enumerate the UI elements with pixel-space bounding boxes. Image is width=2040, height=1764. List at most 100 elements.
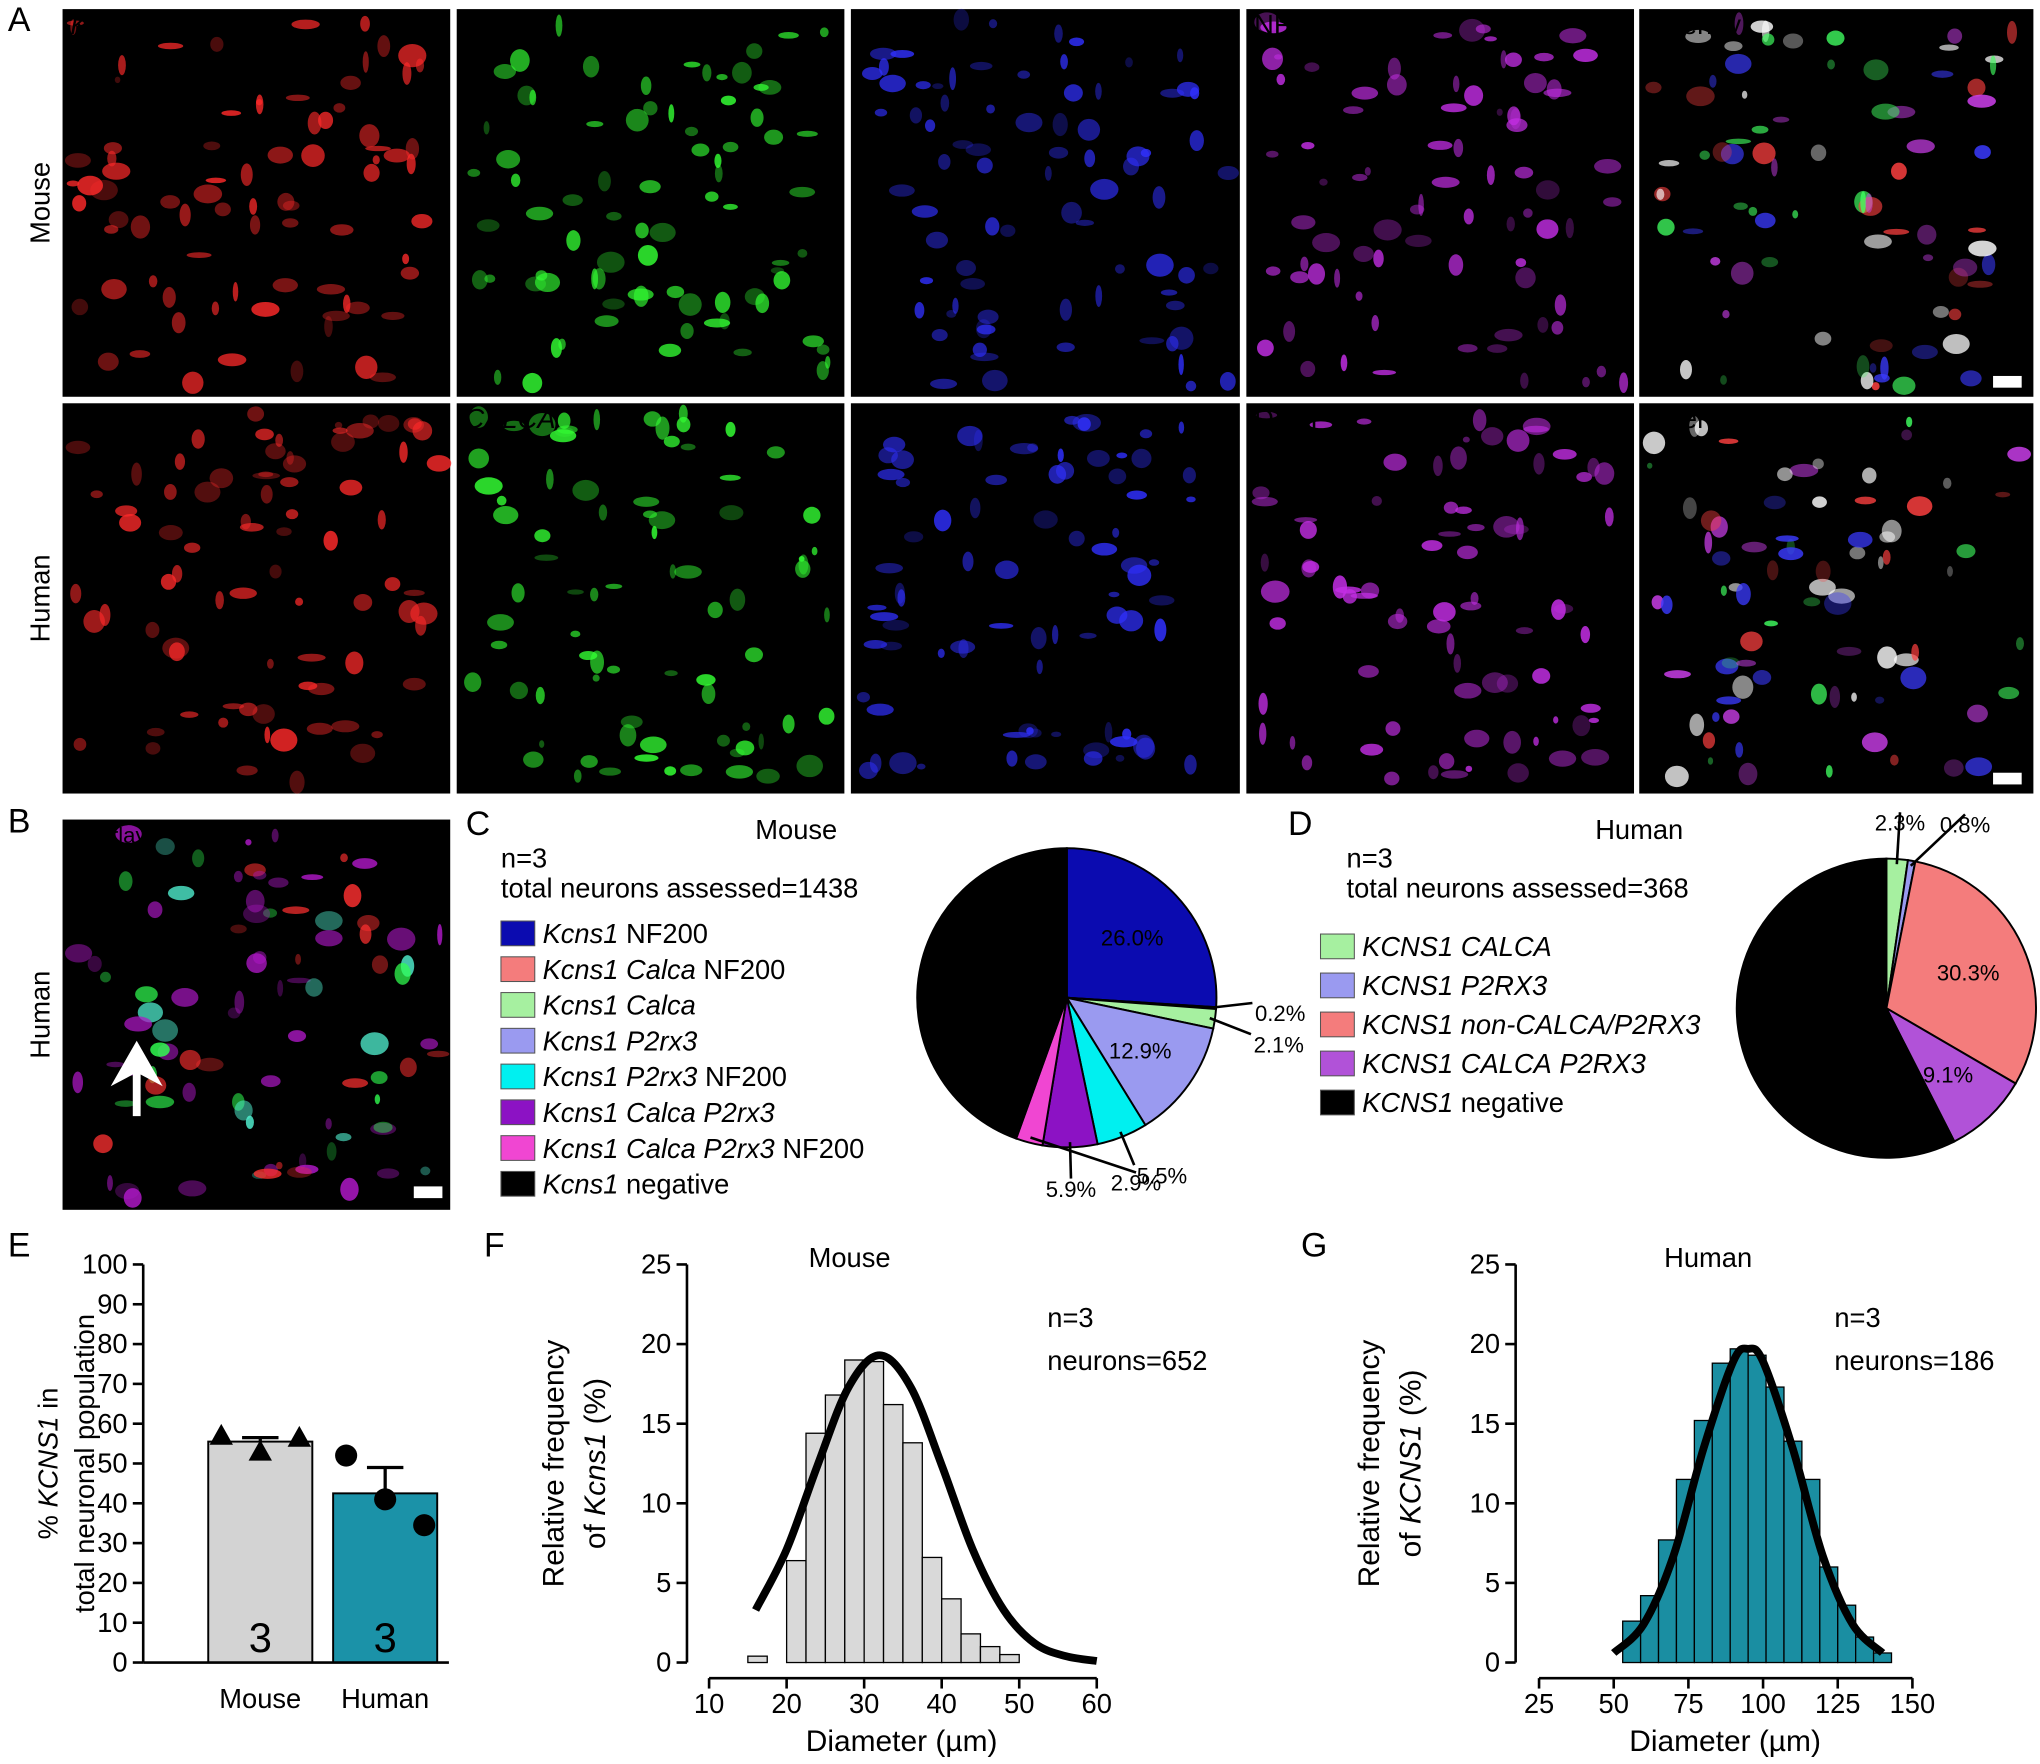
cell-signal — [1877, 556, 1884, 570]
legend-swatch — [500, 920, 536, 947]
cell-signal — [1875, 696, 1885, 704]
cell-signal — [1463, 208, 1474, 225]
cell-signal — [1682, 228, 1704, 235]
data-point — [209, 1423, 233, 1445]
x-tick-label: 30 — [849, 1688, 879, 1719]
cell-signal — [870, 612, 899, 622]
channel-label: P2rx3 — [859, 9, 930, 40]
annotation: neurons=186 — [1834, 1345, 1994, 1376]
cell-signal — [778, 31, 799, 39]
cell-signal — [180, 711, 199, 718]
cell-signal — [420, 1038, 439, 1050]
cell-signal — [1720, 375, 1727, 385]
cell-signal — [714, 164, 723, 183]
cell-signal — [467, 168, 481, 177]
annotation: n=3 — [1834, 1302, 1880, 1333]
cell-signal — [869, 753, 882, 773]
cell-signal — [490, 640, 508, 650]
cell-signal — [1496, 674, 1519, 693]
cell-signal — [221, 110, 242, 116]
cell-signal — [586, 120, 604, 128]
cell-signal — [1998, 686, 2020, 700]
cell-signal — [795, 560, 811, 578]
cell-signal — [668, 104, 675, 123]
cell-signal — [365, 145, 391, 152]
cell-signal — [383, 148, 411, 163]
cell-signal — [1182, 467, 1196, 484]
cell-signal — [234, 990, 245, 1014]
cell-signal — [1460, 601, 1482, 611]
cell-signal — [1064, 415, 1080, 425]
cell-signal — [1360, 743, 1384, 756]
cell-signal — [995, 560, 1019, 580]
cell-signal — [867, 604, 887, 611]
cell-signal — [973, 429, 983, 452]
legend-swatch — [1319, 1089, 1355, 1116]
cell-signal — [376, 1168, 400, 1179]
cell-signal — [1565, 217, 1574, 239]
histogram-bar — [999, 1653, 1020, 1664]
cell-signal — [931, 328, 948, 342]
cell-signal — [1890, 162, 1907, 180]
cell-signal — [333, 103, 346, 113]
cell-signal — [1056, 342, 1075, 352]
cell-signal — [114, 1100, 136, 1107]
x-tick-label: 50 — [1004, 1688, 1034, 1719]
cell-signal — [940, 94, 950, 112]
cell-signal — [249, 215, 261, 235]
cell-signal — [476, 219, 500, 232]
cell-signal — [594, 315, 619, 327]
cell-signal — [1863, 59, 1889, 81]
cell-signal — [1152, 186, 1166, 209]
value-label: 2.1% — [1254, 1032, 1304, 1057]
cell-signal — [1251, 496, 1278, 507]
cell-signal — [371, 731, 383, 739]
value-label: 12.9% — [1109, 1038, 1172, 1063]
cell-signal — [1880, 356, 1889, 380]
cell-signal — [229, 587, 257, 599]
y-tick-label: 50 — [97, 1448, 127, 1479]
cell-signal — [816, 361, 829, 380]
histogram-bar — [1765, 1386, 1785, 1664]
cell-signal — [1664, 670, 1691, 679]
cell-signal — [1645, 81, 1662, 94]
cell-signal — [525, 206, 554, 221]
cell-signal — [1258, 692, 1268, 715]
cell-signal — [1917, 224, 1937, 245]
cell-signal — [77, 175, 104, 196]
cell-signal — [1968, 240, 1997, 257]
cell-signal — [1862, 467, 1877, 484]
cell-signal — [1057, 448, 1064, 463]
cell-signal — [1810, 683, 1827, 705]
cell-signal — [919, 277, 934, 285]
cell-signal — [251, 301, 280, 317]
cell-signal — [411, 213, 433, 229]
cell-signal — [1716, 696, 1742, 705]
cell-signal — [1438, 531, 1461, 537]
cell-signal — [1766, 560, 1779, 581]
cell-signal — [1203, 262, 1219, 275]
cell-signal — [233, 870, 243, 883]
micrograph — [1639, 9, 2034, 397]
cell-signal — [464, 672, 482, 693]
legend-swatch — [500, 1170, 536, 1197]
cell-signal — [1812, 458, 1824, 470]
chart-title: Mouse — [809, 1242, 891, 1273]
cell-signal — [796, 130, 818, 137]
cell-signal — [1443, 501, 1459, 514]
cell-signal — [93, 1134, 113, 1154]
cell-signal — [1735, 742, 1744, 758]
legend-swatch — [500, 1027, 536, 1054]
cell-signal — [192, 849, 205, 868]
cell-signal — [509, 681, 528, 700]
cell-signal — [1462, 436, 1470, 443]
cell-signal — [115, 825, 142, 843]
legend-swatch — [1319, 972, 1355, 999]
cell-signal — [1276, 73, 1286, 86]
cell-signal — [245, 889, 265, 913]
cell-signal — [957, 425, 983, 447]
cell-signal — [764, 129, 784, 145]
cell-signal — [625, 108, 649, 132]
value-label: 57.5% — [1768, 1018, 1831, 1043]
cell-signal — [1036, 659, 1043, 675]
